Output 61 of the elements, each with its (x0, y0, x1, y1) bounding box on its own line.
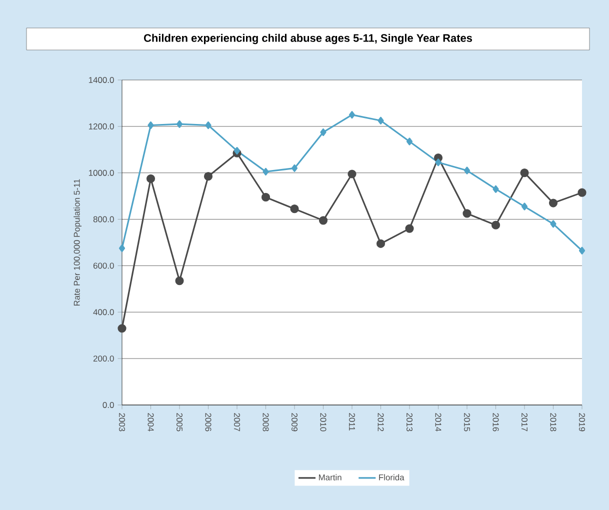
y-tick-label: 400.0 (93, 309, 114, 316)
y-tick-label: 1000.0 (88, 170, 114, 176)
x-tick-label: 2016 (492, 413, 499, 432)
x-tick-label: 2005 (176, 413, 182, 432)
x-tick-label: 2017 (522, 413, 528, 432)
point (491, 220, 500, 230)
point (376, 239, 386, 248)
x-tick-label: 2012 (378, 413, 384, 432)
x-tick-label: 2003 (119, 413, 125, 432)
legend-label: Florida (379, 474, 404, 480)
point (318, 216, 328, 225)
point (406, 138, 413, 146)
point (462, 209, 472, 218)
point (205, 121, 212, 130)
point (548, 198, 558, 208)
point (578, 188, 586, 197)
x-tick-label: 2019 (579, 413, 585, 432)
point (146, 174, 156, 183)
x-tick-label: 2015 (464, 413, 470, 432)
x-tick-label: 2010 (320, 413, 326, 432)
y-tick-label: 800.0 (93, 216, 114, 222)
point (550, 220, 556, 228)
point (348, 170, 356, 178)
point (118, 324, 126, 333)
y-axis-title: Rate Per 100,000 Population 5-11 (74, 179, 82, 306)
point (320, 128, 326, 136)
point (175, 276, 184, 286)
y-tick-label: 1400.0 (88, 76, 114, 83)
point (492, 185, 499, 193)
y-tick-label: 0.0 (102, 402, 114, 408)
point (118, 244, 126, 252)
point (291, 164, 298, 172)
legend-label: Martin (318, 474, 342, 480)
x-tick-label: 2011 (349, 413, 355, 431)
x-tick-label: 2007 (234, 413, 240, 432)
y-tick-label: 1200.0 (88, 123, 114, 130)
point (148, 121, 154, 130)
x-tick-label: 2018 (550, 413, 556, 432)
point (234, 146, 240, 155)
x-tick-label: 2014 (435, 413, 442, 432)
y-tick-label: 200.0 (93, 356, 114, 362)
x-tick-label: 2006 (205, 413, 212, 432)
x-tick-label: 2008 (262, 413, 269, 432)
y-tick-label: 600.0 (93, 262, 114, 269)
point (348, 111, 356, 119)
point (405, 224, 414, 233)
point (290, 204, 299, 214)
point (204, 172, 213, 181)
chart-title: Children experiencing child abuse ages 5-11, Single Year Rates (144, 34, 472, 44)
x-tick-label: 2013 (406, 413, 412, 432)
x-tick-label: 2004 (148, 413, 154, 432)
point (261, 192, 270, 202)
point (435, 158, 442, 166)
point (520, 168, 529, 178)
point (578, 246, 586, 254)
point (464, 166, 470, 174)
point (262, 168, 269, 176)
point (378, 116, 384, 124)
point (176, 120, 183, 128)
point (521, 202, 528, 210)
x-tick-label: 2009 (292, 413, 298, 432)
